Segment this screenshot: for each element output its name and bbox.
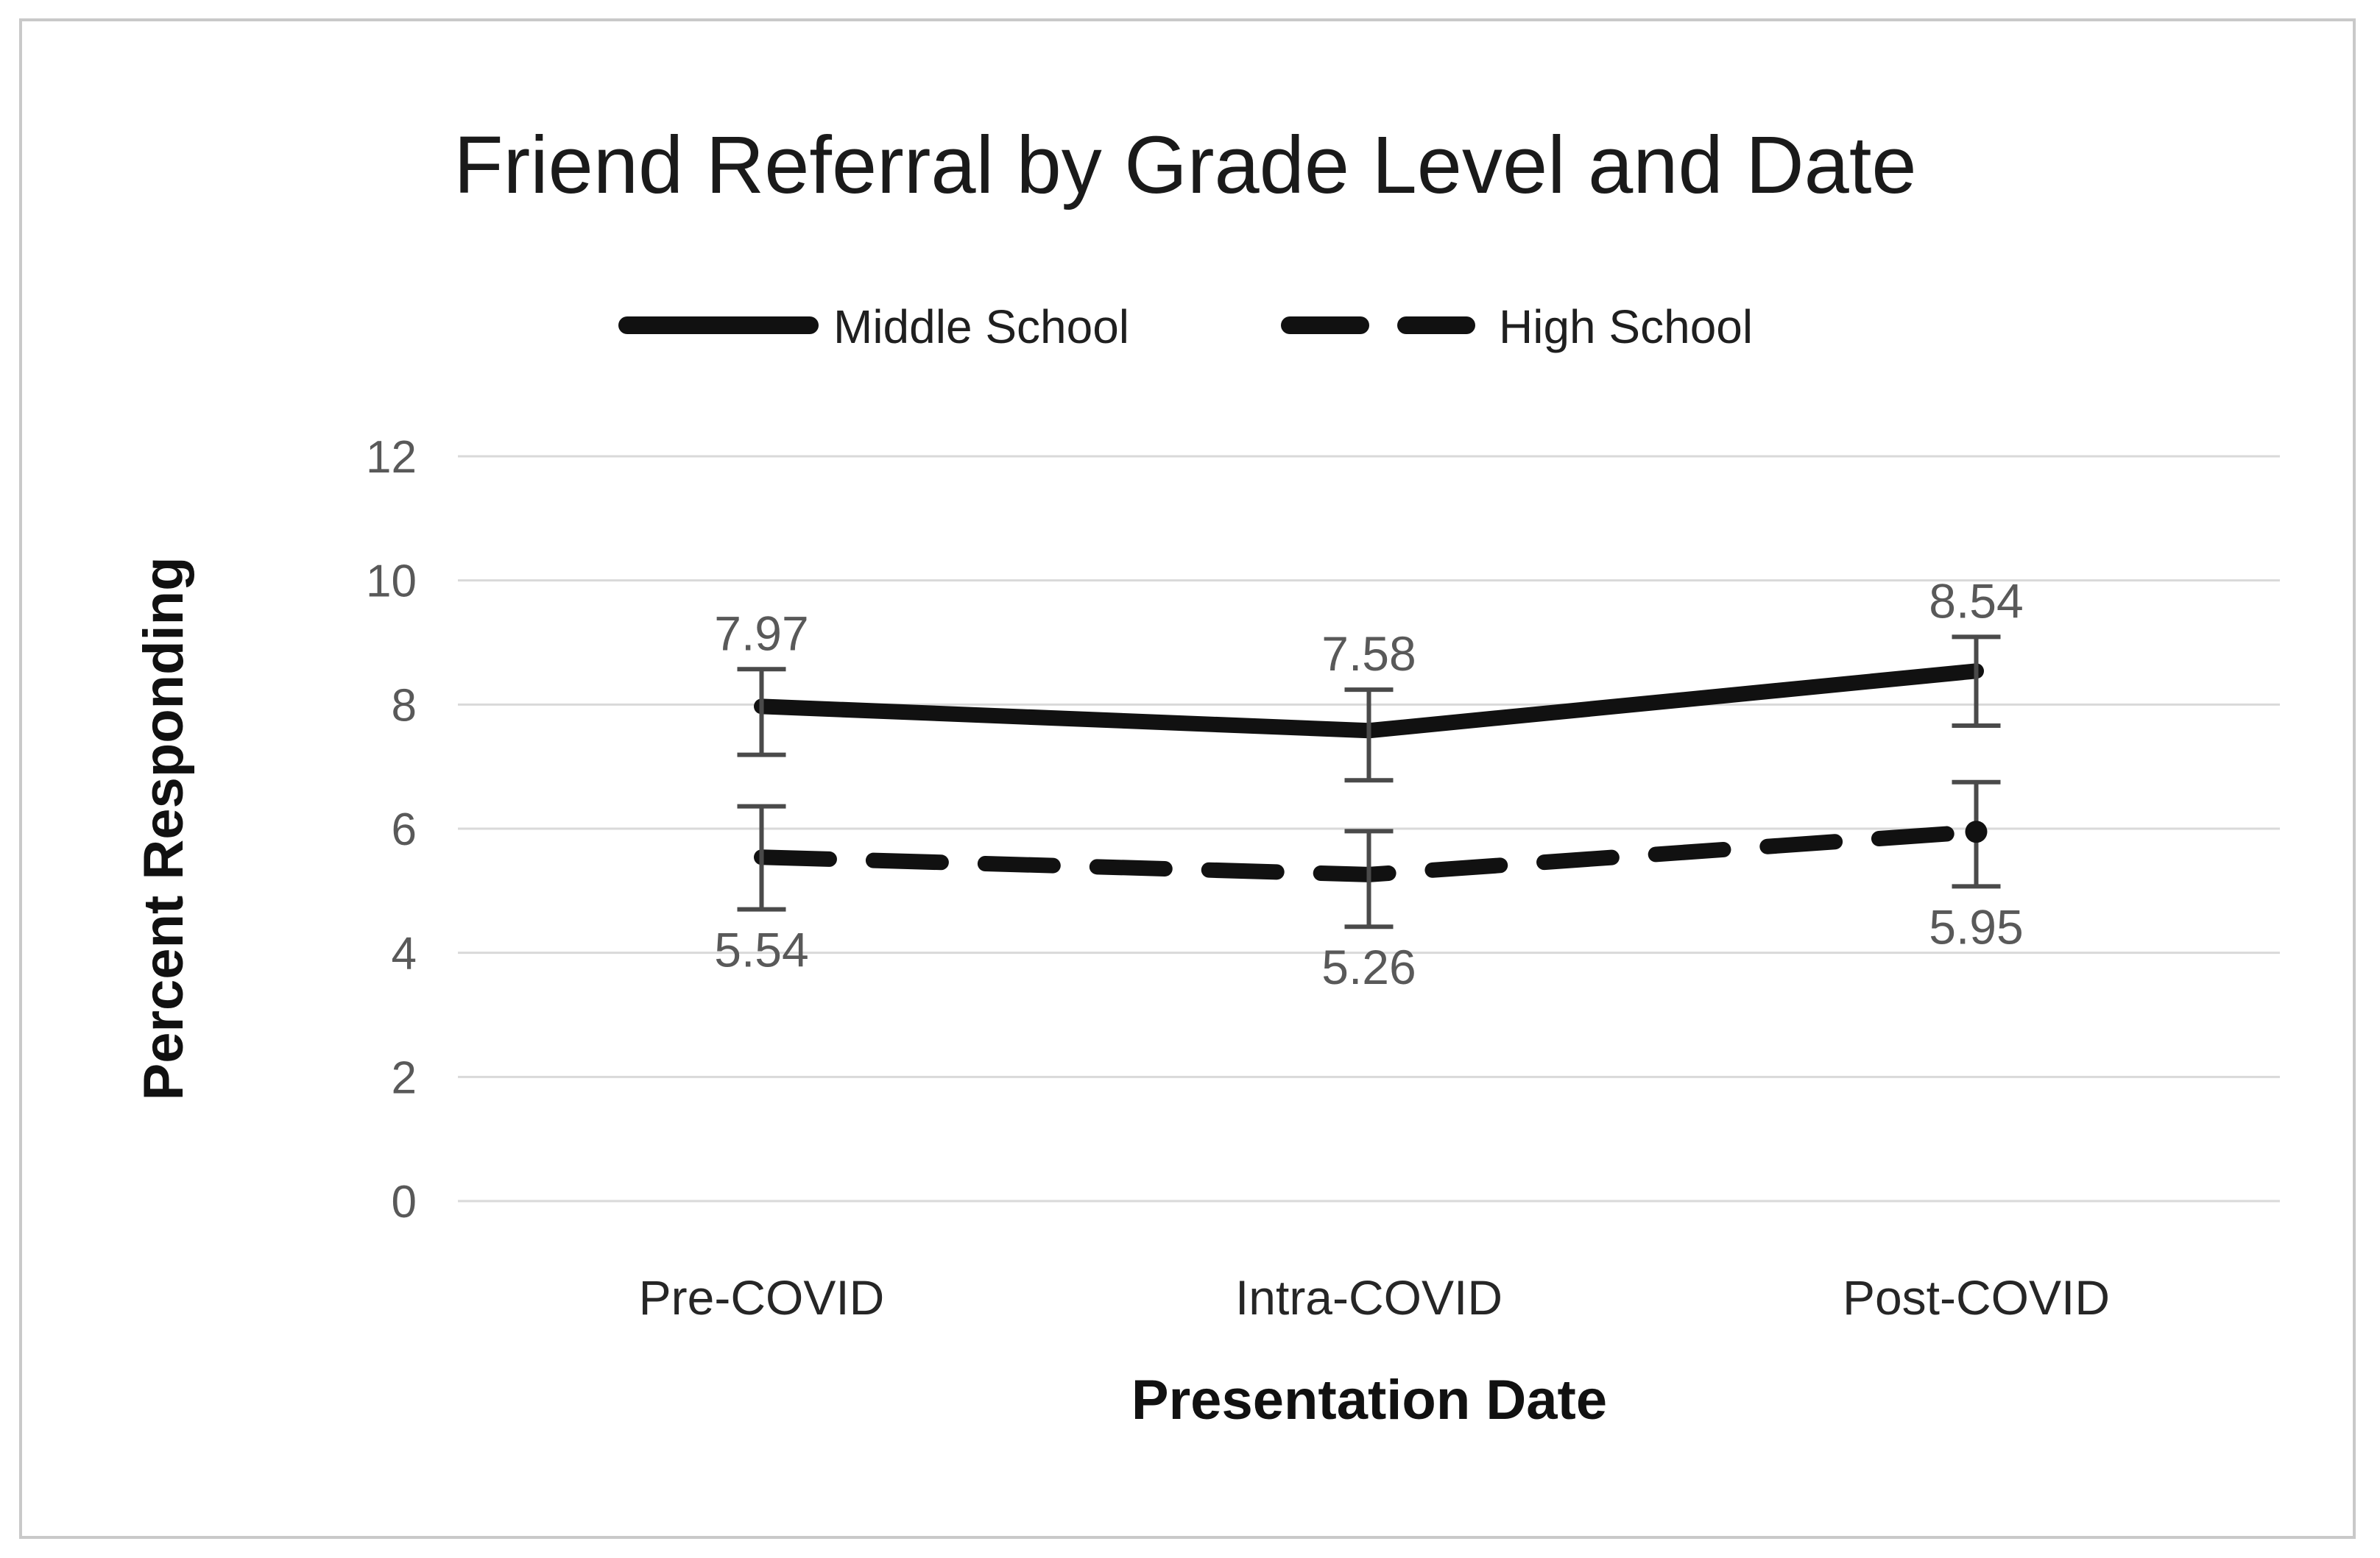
plot-area: 0 2 4 6 8 10 12 Pre-COVID Intra-COVID Post-COVID 7… [366, 432, 2280, 1325]
y-axis-title: Percent Responding [133, 557, 195, 1101]
data-label: 5.95 [1929, 899, 2023, 954]
y-tick-label: 2 [392, 1052, 417, 1103]
x-axis-title: Presentation Date [1131, 1369, 1607, 1431]
data-label: 7.58 [1321, 626, 1416, 681]
y-tick-label: 12 [366, 432, 417, 483]
legend: Middle School High School [618, 300, 1753, 353]
y-tick-label: 0 [392, 1177, 417, 1228]
chart-title: Friend Referral by Grade Level and Date [453, 120, 1916, 210]
data-label: 5.54 [714, 923, 808, 977]
legend-label-middle-school: Middle School [833, 300, 1129, 353]
chart-border [19, 18, 2356, 1539]
data-label: 7.97 [714, 606, 808, 660]
y-tick-label: 4 [392, 929, 417, 980]
x-tick-label: Post-COVID [1843, 1270, 2110, 1325]
y-tick-label: 10 [366, 556, 417, 607]
data-label: 8.54 [1929, 573, 2023, 628]
y-tick-label: 6 [392, 804, 417, 855]
x-tick-label: Intra-COVID [1235, 1270, 1502, 1325]
series-end-marker [1965, 821, 1988, 843]
y-tick-label: 8 [392, 680, 417, 731]
legend-label-high-school: High School [1499, 300, 1753, 353]
x-tick-label: Pre-COVID [639, 1270, 885, 1325]
data-label: 5.26 [1321, 940, 1416, 994]
